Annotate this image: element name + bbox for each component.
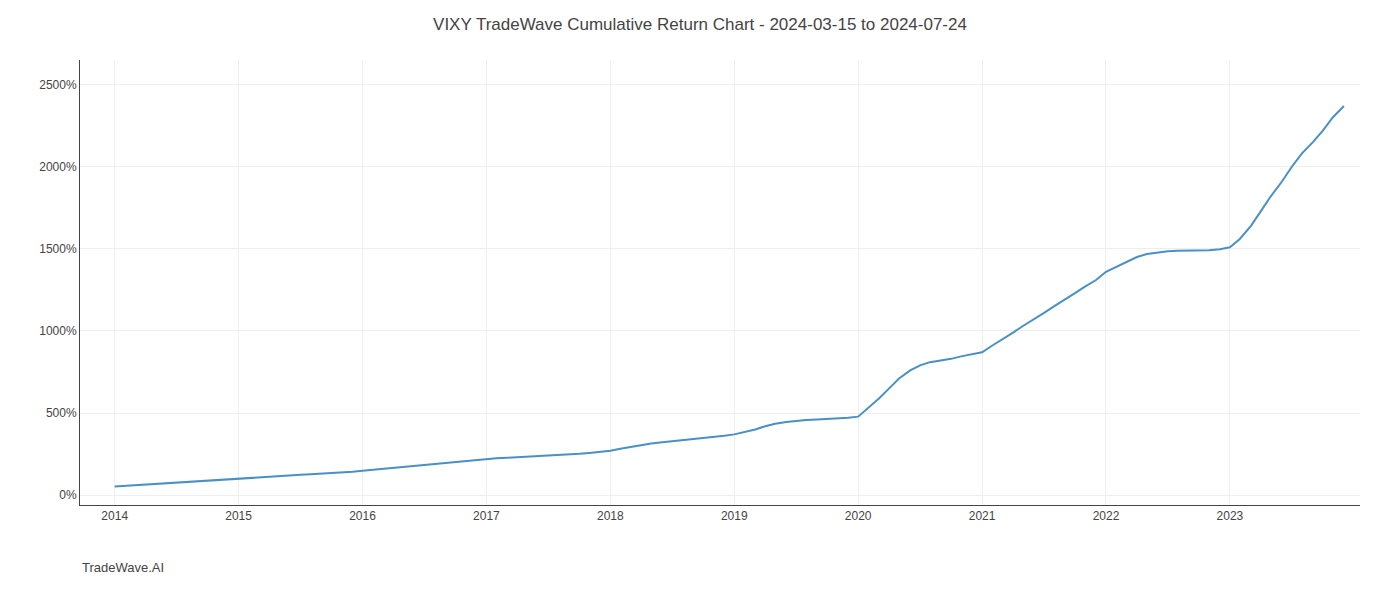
svg-text:2000%: 2000% [39, 160, 77, 174]
svg-text:0%: 0% [59, 488, 77, 502]
svg-text:2020: 2020 [845, 509, 872, 523]
svg-text:2015: 2015 [225, 509, 252, 523]
svg-text:2014: 2014 [101, 509, 128, 523]
svg-text:2017: 2017 [473, 509, 500, 523]
svg-text:TradeWave.AI: TradeWave.AI [82, 560, 164, 575]
svg-text:2019: 2019 [721, 509, 748, 523]
svg-text:2021: 2021 [969, 509, 996, 523]
svg-text:VIXY TradeWave Cumulative Retu: VIXY TradeWave Cumulative Return Chart -… [433, 15, 967, 34]
svg-text:1000%: 1000% [39, 324, 77, 338]
svg-text:2016: 2016 [349, 509, 376, 523]
svg-text:500%: 500% [46, 406, 77, 420]
svg-text:2023: 2023 [1217, 509, 1244, 523]
svg-text:2018: 2018 [597, 509, 624, 523]
svg-text:2500%: 2500% [39, 78, 77, 92]
svg-text:1500%: 1500% [39, 242, 77, 256]
svg-text:2022: 2022 [1093, 509, 1120, 523]
